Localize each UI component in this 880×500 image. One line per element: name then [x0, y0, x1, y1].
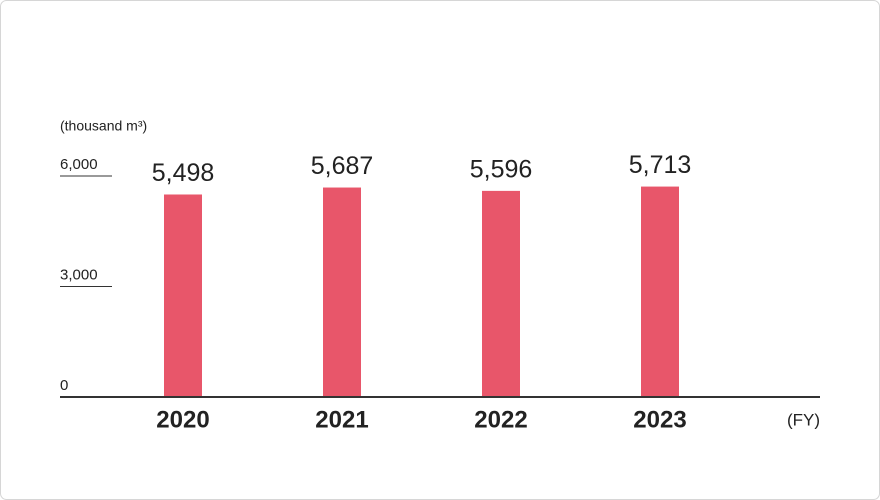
x-tick-label: 2023: [633, 406, 686, 433]
bar: [641, 186, 679, 397]
value-label: 5,596: [470, 155, 533, 183]
x-tick-label: 2021: [315, 406, 368, 433]
y-tick-label: 3,000: [60, 266, 98, 283]
value-label: 5,687: [311, 152, 374, 180]
x-tick-label: 2020: [156, 406, 209, 433]
x-axis-label: (FY): [787, 410, 820, 429]
y-tick-label: 0: [60, 377, 68, 394]
value-label: 5,713: [629, 151, 692, 179]
y-axis-label: (thousand m³): [60, 118, 147, 134]
bar: [482, 190, 520, 397]
bar: [323, 187, 361, 397]
y-tick-label: 6,000: [60, 156, 98, 173]
x-tick-label: 2022: [474, 406, 527, 433]
value-label: 5,498: [152, 159, 215, 187]
bar: [164, 194, 202, 397]
